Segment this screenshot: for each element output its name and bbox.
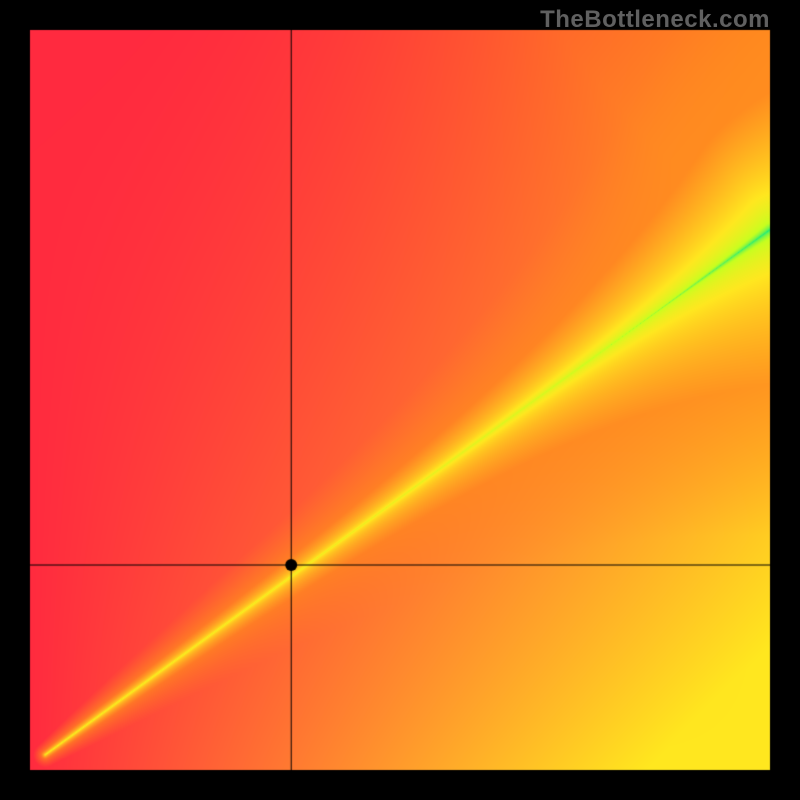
chart-container: TheBottleneck.com — [0, 0, 800, 800]
bottleneck-heatmap-canvas — [0, 0, 800, 800]
watermark-label: TheBottleneck.com — [540, 6, 770, 34]
